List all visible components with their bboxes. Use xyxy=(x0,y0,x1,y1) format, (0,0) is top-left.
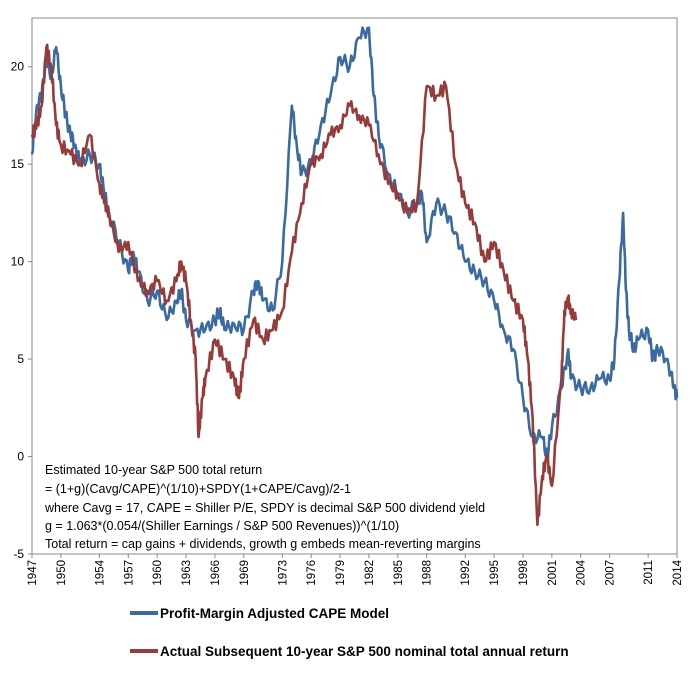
x-tick-label: 1973 xyxy=(277,560,289,586)
x-axis-ticks: 1947 1950 1954 1957 1960 1963 1966 1969 1973 1976… xyxy=(27,554,684,586)
annotation-line-2: = (1+g)(Cavg/CAPE)^(1/10)+SPDY(1+CAPE/Ca… xyxy=(45,482,351,496)
y-tick-label: 10 xyxy=(11,255,25,269)
x-tick-label: 1957 xyxy=(123,560,135,586)
x-tick-label: 1960 xyxy=(152,560,164,586)
x-tick-label: 1947 xyxy=(27,560,39,586)
x-tick-label: 1950 xyxy=(56,560,68,586)
x-tick-label: 1998 xyxy=(518,560,530,586)
annotation-line-3: where Cavg = 17, CAPE = Shiller P/E, SPD… xyxy=(44,501,485,515)
x-tick-label: 2011 xyxy=(643,560,655,585)
formula-annotation: Estimated 10-year S&P 500 total return =… xyxy=(44,463,485,551)
annotation-line-5: Total return = cap gains + dividends, gr… xyxy=(45,537,481,551)
legend-label-cape-model: Profit-Margin Adjusted CAPE Model xyxy=(160,606,389,621)
y-tick-label: 15 xyxy=(11,157,25,171)
x-tick-label: 1988 xyxy=(422,560,434,586)
x-tick-label: 2014 xyxy=(672,559,684,585)
series-line-actual-return xyxy=(30,43,578,527)
x-tick-label: 1995 xyxy=(489,560,501,586)
x-tick-label: 1969 xyxy=(239,560,251,586)
x-tick-label: 1966 xyxy=(210,560,222,586)
x-tick-label: 1976 xyxy=(306,560,318,586)
y-tick-label: 0 xyxy=(17,450,24,464)
annotation-line-1: Estimated 10-year S&P 500 total return xyxy=(45,463,262,477)
x-tick-label: 1985 xyxy=(393,560,405,586)
series-lines xyxy=(30,26,679,527)
x-tick-label: 1982 xyxy=(364,560,376,586)
y-tick-label: -5 xyxy=(13,547,24,561)
x-tick-label: 1979 xyxy=(335,560,347,586)
x-tick-label: 1992 xyxy=(460,560,472,586)
y-tick-label: 5 xyxy=(17,352,24,366)
x-tick-label: 1954 xyxy=(94,559,106,585)
series-line-cape-model xyxy=(30,26,679,459)
x-tick-label: 1963 xyxy=(181,560,193,586)
legend-label-actual-return: Actual Subsequent 10-year S&P 500 nomina… xyxy=(160,644,569,659)
x-tick-label: 2004 xyxy=(576,559,588,585)
x-tick-label: 2001 xyxy=(547,560,559,586)
annotation-line-4: g = 1.063*(0.054/(Shiller Earnings / S&P… xyxy=(45,519,399,533)
y-axis-ticks: -5 0 5 10 15 20 xyxy=(11,60,32,561)
x-tick-label: 2007 xyxy=(605,560,617,586)
y-tick-label: 20 xyxy=(11,60,25,74)
legend: Profit-Margin Adjusted CAPE Model Actual… xyxy=(130,606,569,659)
